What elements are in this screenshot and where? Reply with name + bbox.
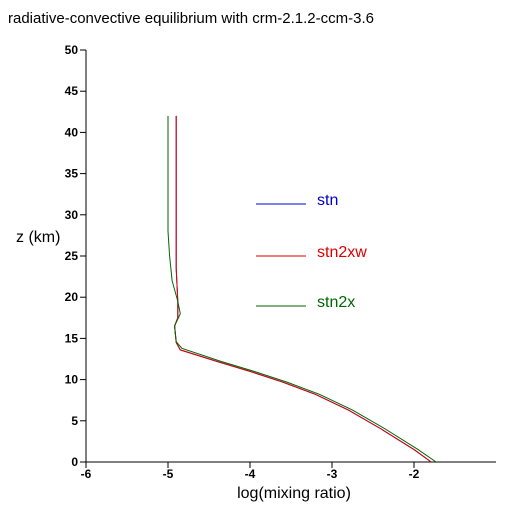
x-tick-label: -3 bbox=[327, 467, 338, 481]
y-tick-label: 5 bbox=[71, 414, 78, 428]
chart-title: radiative-convective equilibrium with cr… bbox=[8, 10, 374, 27]
series-layer bbox=[167, 115, 437, 463]
y-tick-label: 35 bbox=[65, 167, 79, 181]
y-tick-label: 45 bbox=[65, 84, 79, 98]
y-tick-label: 30 bbox=[65, 208, 79, 222]
axes: 0 5 10 15 20 25 30 35 40 45 50 -6 -5 -4 -3 -2 bbox=[65, 43, 496, 481]
y-tick-label: 50 bbox=[65, 43, 79, 57]
legend-label-stn: stn bbox=[317, 192, 338, 209]
y-tick-label: 10 bbox=[65, 373, 79, 387]
series-line-stn2x bbox=[167, 115, 437, 463]
series-line-stn bbox=[174, 115, 432, 463]
x-tick-label: -2 bbox=[409, 467, 420, 481]
x-tick-label: -6 bbox=[81, 467, 92, 481]
y-tick-label: 25 bbox=[65, 249, 79, 263]
y-tick-label: 15 bbox=[65, 331, 79, 345]
legend: stn stn2xw stn2x bbox=[256, 192, 367, 311]
legend-label-stn2xw: stn2xw bbox=[317, 244, 367, 261]
y-axis-label: z (km) bbox=[16, 229, 60, 246]
y-tick-label: 0 bbox=[71, 455, 78, 469]
y-tick-label: 40 bbox=[65, 125, 79, 139]
x-tick-label: -5 bbox=[163, 467, 174, 481]
x-tick-label: -4 bbox=[245, 467, 256, 481]
series-line-stn2xw bbox=[174, 115, 432, 463]
legend-label-stn2x: stn2x bbox=[317, 294, 355, 311]
x-axis-label: log(mixing ratio) bbox=[237, 485, 351, 502]
y-tick-label: 20 bbox=[65, 290, 79, 304]
